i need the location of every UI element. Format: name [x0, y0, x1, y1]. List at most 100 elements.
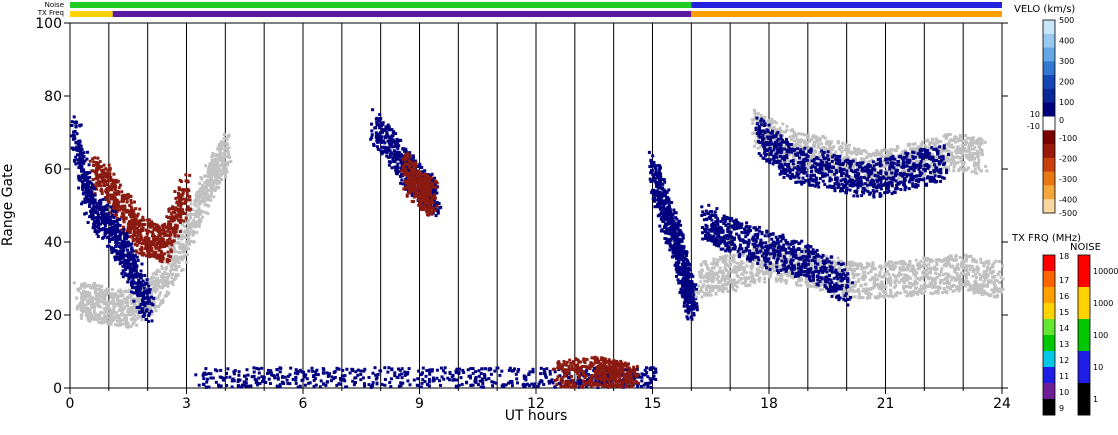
data-point [106, 322, 110, 326]
data-point [216, 158, 220, 162]
data-point [652, 161, 656, 165]
data-point [81, 192, 85, 196]
data-point [109, 319, 112, 323]
data-point [188, 173, 192, 177]
data-point [221, 143, 225, 146]
data-point [651, 154, 655, 158]
data-point [126, 192, 130, 196]
data-point [115, 224, 119, 228]
data-point [685, 289, 689, 292]
data-point [103, 222, 107, 226]
data-point [135, 292, 139, 296]
data-point [120, 190, 124, 194]
data-point [203, 191, 207, 195]
data-point [132, 215, 136, 219]
data-point [658, 193, 662, 196]
data-point [162, 275, 166, 279]
data-point [79, 301, 82, 305]
data-point [205, 188, 209, 191]
data-point [79, 308, 83, 311]
data-point [167, 237, 171, 241]
data-point [225, 163, 229, 167]
data-point [117, 204, 121, 208]
data-point [158, 229, 162, 233]
data-point [171, 215, 175, 219]
data-point [95, 302, 98, 306]
data-point [173, 190, 177, 193]
data-point [861, 296, 865, 300]
data-point [129, 214, 133, 218]
data-point [203, 200, 207, 204]
data-point [176, 230, 180, 234]
data-point [91, 178, 95, 182]
data-point [695, 308, 699, 312]
data-point [163, 252, 167, 256]
data-point [112, 216, 116, 219]
data-point [183, 230, 187, 234]
data-point [151, 303, 155, 307]
data-point [188, 216, 192, 220]
data-point [217, 169, 221, 173]
data-point [216, 166, 220, 170]
data-point [388, 155, 392, 159]
data-point [712, 266, 715, 270]
data-point [96, 287, 99, 291]
data-point [135, 323, 139, 327]
data-point [681, 233, 685, 237]
data-point [161, 257, 164, 261]
data-point [394, 132, 398, 136]
data-point [93, 198, 97, 202]
data-point [180, 202, 184, 205]
data-point [110, 183, 114, 187]
data-point [121, 248, 125, 252]
data-point [89, 186, 93, 190]
data-point [81, 302, 85, 306]
data-point [92, 201, 96, 205]
data-point [105, 183, 109, 187]
data-point [88, 159, 92, 163]
data-point [96, 167, 100, 171]
data-point [107, 312, 110, 316]
data-point [116, 189, 120, 193]
data-point [105, 293, 109, 297]
data-point [74, 125, 78, 129]
data-point [732, 253, 736, 257]
data-point [162, 279, 166, 283]
data-point [171, 230, 175, 234]
data-point [130, 226, 134, 230]
data-point [115, 213, 118, 217]
data-point [159, 299, 163, 303]
data-point [723, 278, 727, 281]
data-point [128, 194, 132, 198]
data-point [77, 177, 81, 181]
data-point [123, 204, 127, 208]
data-point [185, 242, 189, 246]
data-point [115, 238, 119, 242]
data-point [675, 256, 679, 260]
data-point [80, 317, 84, 320]
data-point [135, 250, 139, 254]
data-point [152, 276, 156, 280]
data-point [110, 209, 114, 213]
data-point [809, 284, 813, 288]
data-point [132, 221, 136, 225]
data-point [852, 276, 856, 279]
data-point [126, 222, 130, 226]
data-point [95, 294, 99, 297]
data-point [112, 199, 116, 203]
data-point [222, 151, 226, 155]
data-point [150, 277, 154, 281]
data-point [136, 259, 140, 262]
data-point [164, 266, 168, 270]
data-point [145, 232, 149, 236]
data-point [215, 185, 219, 189]
data-point [91, 212, 95, 216]
data-point [821, 288, 825, 292]
data-point [678, 219, 681, 223]
data-point [150, 319, 154, 323]
data-point [730, 269, 734, 273]
data-point [123, 322, 127, 326]
data-point [102, 168, 106, 172]
data-point [82, 282, 86, 286]
data-point [120, 194, 124, 198]
